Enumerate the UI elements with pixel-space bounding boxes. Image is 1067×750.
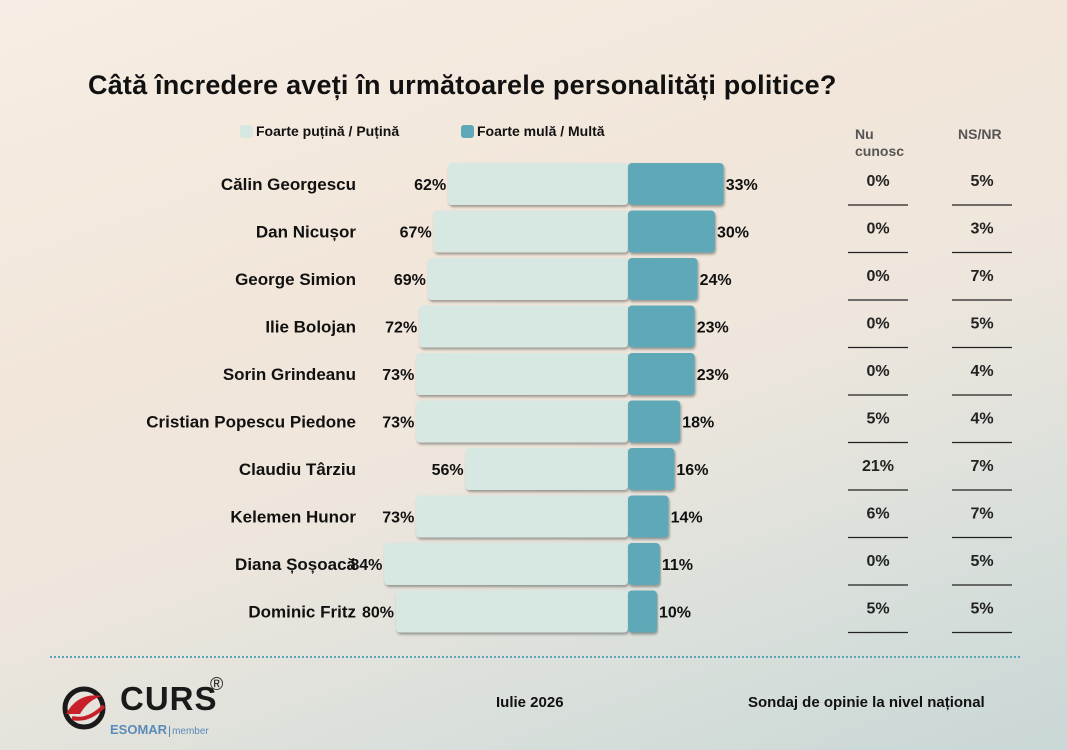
bar-high [628,590,657,633]
bar-low-label: 62% [414,177,446,194]
bar-low [384,543,628,585]
row-label: Dan Nicușor [256,223,357,242]
dont-know-value: 0% [866,363,889,380]
dont-know-value: 0% [866,316,889,333]
row-label: Ilie Bolojan [265,318,356,337]
bar-low [396,590,628,633]
curs-logo-icon [62,686,106,730]
survey-date: Iulie 2026 [496,694,564,711]
ns-nr-value: 7% [970,458,993,475]
bar-high [628,305,695,348]
bar-low-label: 72% [385,320,417,337]
bar-low [416,400,628,443]
bar-low [419,305,628,348]
bar-high-label: 33% [726,177,758,194]
footer-divider [50,656,1020,658]
ns-nr-value: 5% [970,601,993,618]
bar-low-label: 73% [382,510,414,527]
dont-know-value: 0% [866,221,889,238]
bar-high [628,448,675,490]
ns-nr-value: 5% [970,173,993,190]
bar-low [433,210,628,253]
dont-know-value: 6% [866,506,889,523]
bar-high-label: 11% [662,557,693,574]
column-header-dont-know: Nu cunosc [855,126,905,159]
bar-high [628,258,698,300]
bar-low [448,163,628,205]
trust-chart: Călin Georgescu 62% 33% 0% 5% Dan Nicușor 67% 3… [146,163,1012,634]
legend-low-swatch [240,125,253,138]
bar-low [416,495,628,538]
bar-low [427,258,628,300]
legend-high-label: Foarte mulă / Multă [477,123,605,139]
bar-high-label: 10% [659,605,691,622]
bar-high [628,210,715,253]
logo-text: CURS [120,680,218,717]
bar-high-label: 23% [697,367,729,384]
bar-high-label: 24% [700,272,732,289]
row-label: Diana Șoșoacă [235,555,356,574]
bar-low [416,353,628,395]
curs-logo: CURS ® ESOMAR member [58,674,238,742]
bar-high-label: 23% [697,320,729,337]
bar-high-label: 14% [671,510,703,527]
dont-know-value: 0% [866,268,889,285]
row-label: Cristian Popescu Piedone [146,413,356,432]
bar-high [628,400,681,443]
logo-registered-mark: ® [210,674,224,694]
bar-low-label: 84% [350,557,382,574]
row-label: Kelemen Hunor [230,508,356,527]
column-header-ns-nr: NS/NR [958,126,1002,142]
bar-high [628,163,724,205]
ns-nr-value: 4% [970,411,993,428]
ns-nr-value: 4% [970,363,993,380]
bar-low-label: 73% [382,415,414,432]
ns-nr-value: 3% [970,221,993,238]
dont-know-value: 0% [866,173,889,190]
dont-know-value: 0% [866,553,889,570]
bar-high [628,543,660,585]
bar-low-label: 69% [394,272,426,289]
ns-nr-value: 7% [970,268,993,285]
legend-high-swatch [461,125,474,138]
esomar-member: member [169,726,209,737]
bar-high-label: 30% [717,225,749,242]
bar-low [465,448,628,490]
esomar-label: ESOMAR member [110,722,209,737]
ns-nr-value: 5% [970,553,993,570]
esomar-text: ESOMAR [110,722,168,737]
chart-title: Câtă încredere aveți în următoarele pers… [88,70,837,100]
row-label: Dominic Fritz [248,603,356,622]
bar-low-label: 80% [362,605,394,622]
dont-know-value: 5% [866,601,889,618]
row-label: Călin Georgescu [221,175,356,194]
bar-low-label: 73% [382,367,414,384]
bar-high-label: 16% [676,462,708,479]
row-label: Claudiu Târziu [239,460,356,479]
bar-high [628,495,669,538]
bar-high-label: 18% [682,415,714,432]
legend-high: Foarte mulă / Multă [461,123,605,139]
bar-high [628,353,695,395]
legend-low: Foarte puțină / Puțină [240,123,399,139]
dont-know-value: 21% [862,458,894,475]
bar-low-label: 56% [432,462,464,479]
ns-nr-value: 7% [970,506,993,523]
survey-description: Sondaj de opinie la nivel național [748,694,985,711]
ns-nr-value: 5% [970,316,993,333]
bar-low-label: 67% [400,225,432,242]
dont-know-value: 5% [866,411,889,428]
row-label: George Simion [235,270,356,289]
legend-low-label: Foarte puțină / Puțină [256,123,400,139]
row-label: Sorin Grindeanu [223,365,356,384]
